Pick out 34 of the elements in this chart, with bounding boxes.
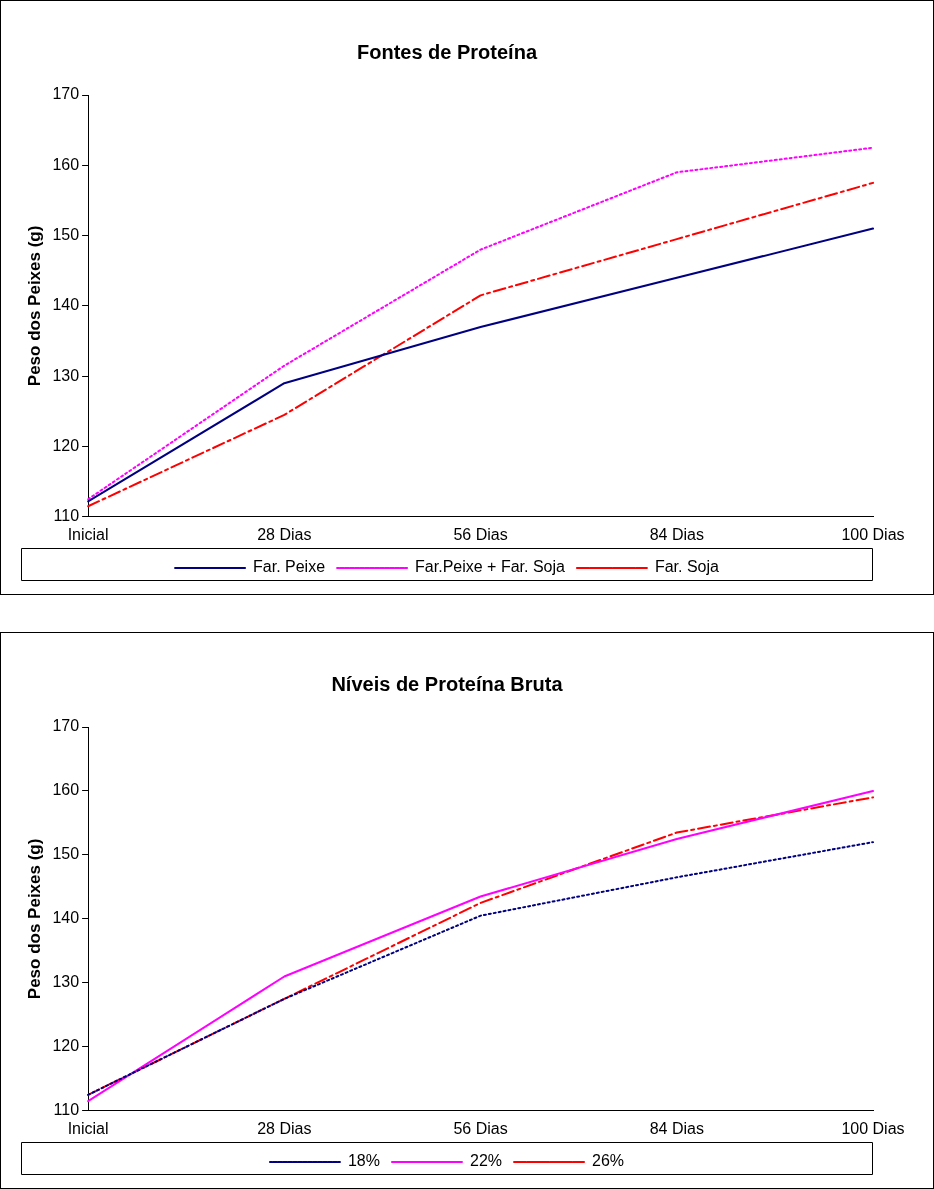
y-axis-title: Peso dos Peixes (g) — [24, 838, 44, 1000]
x-tick-label: 56 Dias — [453, 1119, 508, 1137]
y-tick-label: 160 — [52, 781, 80, 799]
y-tick-label: 150 — [52, 226, 80, 244]
y-axis-title: Peso dos Peixes (g) — [24, 225, 44, 387]
y-tick-label: 140 — [52, 296, 80, 314]
y-tick-label: 120 — [52, 1037, 80, 1055]
y-tick-label: 130 — [52, 366, 80, 384]
y-tick-label: 120 — [52, 436, 80, 454]
chart-title: Níveis de Proteína Bruta — [331, 672, 564, 695]
x-tick-label: Inicial — [67, 525, 109, 543]
y-tick-label: 160 — [52, 155, 80, 173]
legend-label: Far.Peixe + Far. Soja — [415, 558, 566, 576]
y-tick-label: 130 — [52, 973, 80, 991]
y-tick-label: 110 — [53, 507, 80, 525]
x-tick-label: 28 Dias — [257, 1119, 312, 1137]
legend-label: Far. Soja — [654, 558, 720, 576]
x-tick-label: 84 Dias — [649, 1119, 704, 1137]
y-tick-label: 170 — [52, 85, 80, 103]
legend-label: 18% — [347, 1152, 380, 1170]
x-tick-label: 84 Dias — [649, 525, 704, 543]
legend-label: Far. Peixe — [253, 558, 326, 576]
x-tick-label: Inicial — [67, 1119, 109, 1137]
legend-label: 22% — [469, 1152, 503, 1170]
x-tick-label: 28 Dias — [257, 525, 312, 543]
chart-title: Fontes de Proteína — [356, 40, 538, 63]
legend-label: 26% — [592, 1152, 625, 1170]
x-tick-label: 100 Dias — [841, 1119, 905, 1137]
y-tick-label: 140 — [52, 909, 80, 927]
x-tick-label: 56 Dias — [453, 525, 508, 543]
y-tick-label: 110 — [53, 1101, 80, 1119]
y-tick-label: 150 — [52, 845, 80, 863]
x-tick-label: 100 Dias — [841, 525, 905, 543]
y-tick-label: 170 — [52, 717, 80, 735]
